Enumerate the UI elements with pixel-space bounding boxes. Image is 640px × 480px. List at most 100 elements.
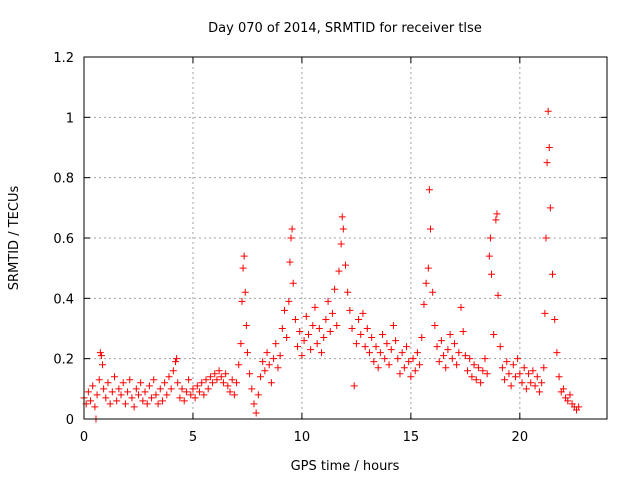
- data-point: [145, 382, 153, 390]
- data-point: [457, 303, 465, 311]
- data-point: [202, 376, 210, 384]
- data-point: [352, 340, 360, 348]
- data-point: [272, 340, 280, 348]
- y-tick-label: 0.4: [53, 292, 74, 307]
- data-point: [233, 379, 241, 387]
- grid: [83, 56, 607, 420]
- data-point: [322, 315, 330, 323]
- data-point: [302, 312, 310, 320]
- data-point: [237, 340, 245, 348]
- data-point: [505, 370, 513, 378]
- data-point: [416, 361, 424, 369]
- data-point: [468, 373, 476, 381]
- data-point: [261, 367, 269, 375]
- data-point: [189, 385, 197, 393]
- data-point: [338, 213, 346, 221]
- data-point: [152, 391, 160, 399]
- data-point: [257, 373, 265, 381]
- y-axis-label: SRMTID / TECUs: [7, 186, 22, 291]
- data-point: [544, 107, 552, 115]
- data-point: [219, 379, 227, 387]
- data-point: [242, 321, 250, 329]
- data-point: [180, 397, 188, 405]
- data-point: [288, 225, 296, 233]
- data-point: [141, 388, 149, 396]
- data-point: [320, 334, 328, 342]
- data-point: [178, 385, 186, 393]
- data-point: [440, 352, 448, 360]
- data-point: [446, 331, 454, 339]
- data-point: [527, 379, 535, 387]
- data-point: [411, 367, 419, 375]
- data-point: [193, 382, 201, 390]
- data-point: [161, 379, 169, 387]
- data-point: [425, 186, 433, 194]
- data-point: [511, 373, 519, 381]
- data-point: [555, 373, 563, 381]
- data-point: [252, 409, 260, 417]
- data-point: [156, 385, 164, 393]
- data-point: [333, 321, 341, 329]
- data-point: [215, 367, 223, 375]
- data-point: [342, 261, 349, 269]
- data-point: [559, 385, 567, 393]
- data-point: [407, 373, 415, 381]
- data-point: [339, 225, 347, 233]
- data-point: [533, 373, 541, 381]
- data-point: [259, 358, 267, 366]
- data-point: [553, 349, 561, 357]
- data-point: [311, 303, 319, 311]
- data-point: [448, 355, 456, 363]
- data-point: [359, 309, 367, 317]
- data-point: [296, 328, 304, 336]
- data-point: [503, 358, 511, 366]
- data-point: [224, 382, 232, 390]
- data-point: [549, 270, 557, 278]
- data-point: [545, 144, 553, 151]
- data-point: [379, 331, 387, 339]
- data-point: [361, 343, 369, 351]
- data-point: [93, 391, 101, 399]
- data-point: [213, 376, 221, 384]
- data-point: [370, 358, 378, 366]
- y-tick-label: 1.2: [53, 51, 74, 66]
- data-point: [396, 370, 404, 378]
- data-point: [531, 382, 539, 390]
- data-point: [466, 355, 474, 363]
- data-point: [309, 321, 317, 329]
- data-point: [243, 349, 251, 357]
- data-point: [486, 234, 494, 242]
- data-point: [509, 361, 517, 369]
- data-point: [520, 364, 528, 372]
- data-point: [139, 397, 147, 405]
- data-point: [435, 358, 443, 366]
- data-point: [374, 364, 382, 372]
- data-point: [102, 394, 110, 402]
- data-point: [450, 340, 458, 348]
- data-point: [403, 343, 411, 351]
- data-point: [324, 297, 332, 305]
- x-tick-label: 0: [80, 430, 88, 445]
- data-point: [538, 379, 546, 387]
- data-point: [185, 376, 193, 384]
- data-point: [551, 315, 559, 323]
- data-point: [132, 385, 140, 393]
- data-point: [453, 361, 461, 369]
- data-point: [235, 361, 243, 369]
- y-tick-label: 0.6: [53, 232, 74, 247]
- data-point: [472, 376, 480, 384]
- data-point: [198, 379, 206, 387]
- data-point: [424, 264, 432, 272]
- data-point: [383, 340, 391, 348]
- y-tick-label: 0.8: [53, 172, 74, 187]
- data-point: [398, 349, 406, 357]
- data-point: [535, 388, 543, 396]
- data-point: [494, 291, 502, 299]
- data-point: [385, 361, 393, 369]
- data-point: [143, 400, 151, 408]
- data-point: [318, 349, 326, 357]
- y-tick-label: 0: [66, 413, 74, 428]
- data-point: [355, 315, 363, 323]
- data-point: [238, 297, 246, 305]
- data-point: [575, 403, 583, 411]
